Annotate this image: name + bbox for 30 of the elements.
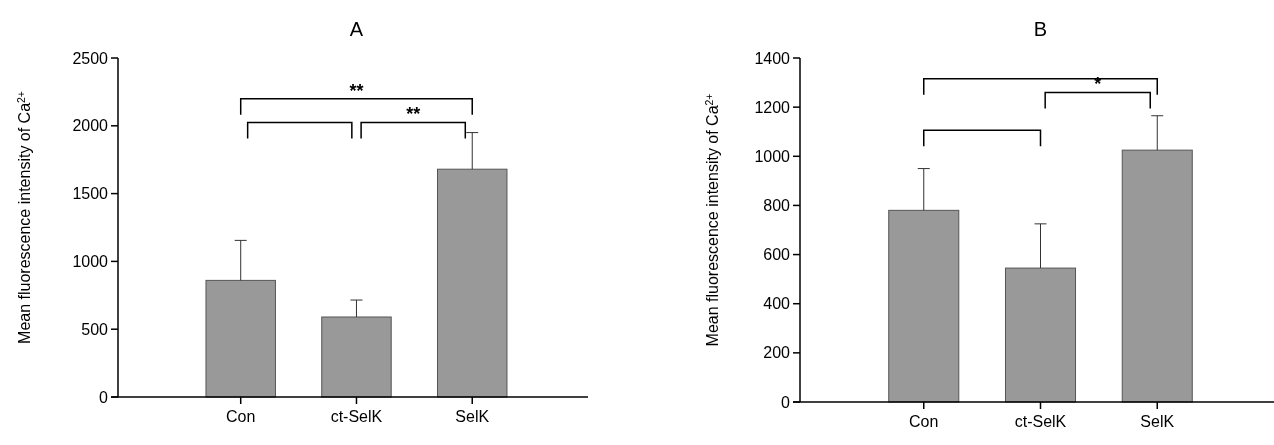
x-tick-label: SelK [455,408,490,425]
chart-title: B [1033,18,1048,40]
chart-title: A [349,18,364,40]
bar [205,279,276,398]
bar [1004,267,1077,403]
bar [1121,149,1193,403]
annotation: ** [406,104,421,125]
y-tick-label: 1000 [754,147,791,165]
y-tick-label: 0 [99,388,109,406]
y-tick-label: 1400 [754,49,791,67]
bar [321,316,392,398]
x-tick-label: Con [909,413,939,430]
y-tick-label: 500 [81,320,109,338]
y-tick-label: 600 [763,246,791,264]
y-tick-label: 1200 [754,98,791,116]
x-tick-label: ct-SelK [330,408,383,425]
annotation: ** [349,80,364,101]
bar [888,209,960,403]
y-tick-label: 0 [781,393,791,411]
y-tick-label: 1000 [72,253,109,270]
x-tick-label: ct-SelK [1014,413,1067,430]
y-tick-label: 200 [763,344,791,362]
y-tick-label: 1500 [72,185,109,203]
y-tick-label: 2500 [72,49,109,67]
x-tick-label: SelK [1140,413,1175,430]
y-tick-label: 2000 [72,117,109,135]
y-tick-label: 400 [763,295,791,313]
x-tick-label: Con [226,408,256,425]
y-tick-label: 800 [763,197,791,215]
bar [437,168,508,398]
